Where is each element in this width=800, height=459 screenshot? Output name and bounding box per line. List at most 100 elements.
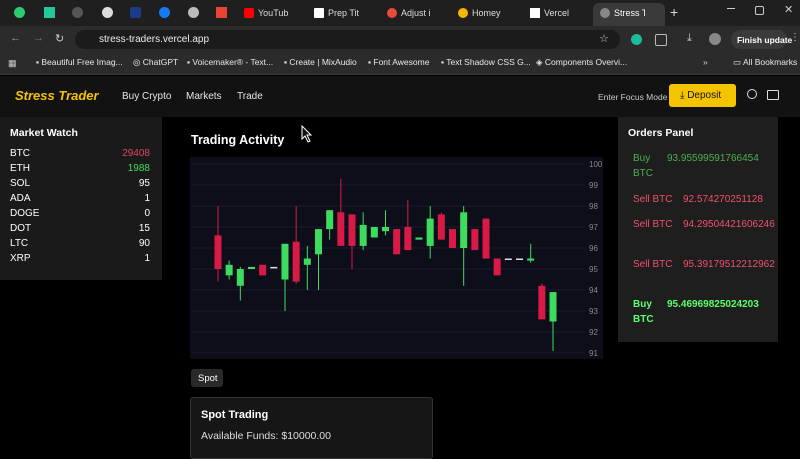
tab-icon — [14, 7, 25, 18]
tab-title: Homey — [472, 8, 501, 18]
bookmark[interactable]: ▪ Create | MixAudio — [284, 57, 357, 67]
wallet-icon[interactable] — [767, 90, 779, 100]
y-tick-label: 96 — [589, 244, 598, 253]
active-tab[interactable] — [593, 3, 665, 26]
profile[interactable] — [709, 33, 721, 45]
extension[interactable] — [631, 34, 642, 45]
price: 1988 — [127, 163, 150, 174]
candle-body — [292, 241, 300, 282]
candle-body — [404, 227, 412, 251]
address-bar[interactable] — [75, 30, 620, 49]
candle-body — [415, 237, 423, 240]
tab[interactable]: YouTub — [244, 4, 299, 22]
order-label: Buy BTC — [633, 299, 654, 325]
y-tick-label: 98 — [589, 202, 598, 211]
candle-body — [437, 214, 445, 240]
tab-title: Prep Tit — [328, 8, 360, 18]
app-nav — [0, 76, 800, 117]
tab-icon — [72, 7, 83, 18]
extensions[interactable] — [655, 34, 667, 46]
tab-icon — [102, 7, 113, 18]
tab-icon — [188, 7, 199, 18]
bookmark[interactable]: ▪ Beautiful Free Imag... — [36, 57, 123, 67]
deposit-label: ⤓ Deposit — [680, 90, 722, 101]
candle-body — [214, 235, 222, 269]
finish-update-text: Finish update — [737, 35, 793, 45]
menu[interactable]: ⋮ — [790, 32, 800, 43]
candle-body — [247, 266, 255, 269]
tab[interactable]: Adjust i — [387, 4, 432, 22]
cursor — [301, 125, 313, 143]
symbol: XRP — [10, 253, 31, 264]
minimize[interactable] — [727, 8, 735, 9]
nav-link[interactable]: Markets — [186, 91, 222, 102]
y-tick-label: 95 — [589, 265, 598, 274]
bookmark-text: Beautiful Free Imag... — [41, 57, 123, 67]
maximize[interactable] — [755, 6, 764, 15]
bookmark-text: Components Overvi... — [544, 57, 628, 67]
price: 1 — [144, 193, 150, 204]
panel-title: Market Watch — [10, 127, 78, 139]
all-bookmarks[interactable]: ▭ All Bookmarks — [733, 57, 798, 67]
tab-title: YouTub — [258, 8, 289, 18]
bookmark[interactable]: ◈ Components Overvi... — [536, 57, 628, 67]
deposit-button[interactable] — [669, 84, 736, 107]
candle-body — [504, 258, 512, 260]
tab-icon — [216, 7, 227, 18]
candle-body — [326, 210, 334, 230]
symbol: SOL — [10, 178, 31, 189]
more[interactable]: » — [703, 57, 708, 67]
spot-tab[interactable] — [191, 369, 223, 387]
chart: 91 92 93 94 95 96 97 98 99 100 — [190, 157, 603, 359]
order-label: Sell BTC — [633, 259, 673, 270]
y-tick-label: 91 — [589, 349, 598, 358]
order-amount: 93.95599591766454 — [667, 153, 759, 164]
tab[interactable]: Prep Tit — [314, 4, 364, 22]
bookmark[interactable]: ▪ Font Awesome — [368, 57, 430, 67]
finish-update[interactable] — [731, 30, 787, 49]
nav-link[interactable]: Trade — [237, 91, 263, 102]
panel-title: Orders Panel — [628, 127, 694, 139]
reload[interactable]: ↻ — [55, 33, 65, 45]
close[interactable]: ✕ — [784, 4, 794, 16]
chart-title: Trading Activity — [191, 133, 285, 147]
orders-panel — [618, 117, 778, 342]
focus-mode[interactable]: Enter Focus Mode — [598, 92, 668, 102]
back[interactable]: ← — [10, 32, 21, 44]
symbol: ETH — [10, 163, 30, 174]
tab-icon — [159, 7, 170, 18]
apps[interactable]: ▦ — [8, 58, 17, 68]
y-tick-label: 93 — [589, 307, 598, 316]
candle-body — [449, 229, 457, 248]
y-tick-label: 94 — [589, 286, 598, 295]
bookmark[interactable]: ▪ Text Shadow CSS G... — [441, 57, 531, 67]
price: 29408 — [122, 148, 150, 159]
tab[interactable]: Stress T — [600, 4, 645, 22]
candle-body — [348, 214, 356, 246]
download[interactable]: ⤓ — [687, 32, 692, 44]
candle-body — [426, 218, 434, 246]
brand[interactable]: Stress Trader — [15, 88, 99, 103]
bookmark-text: Voicemaker® - Text... — [192, 57, 274, 67]
star[interactable]: ☆ — [599, 33, 609, 45]
tab[interactable]: Homey — [458, 4, 513, 22]
candle-body — [370, 227, 378, 238]
y-tick-label: 92 — [589, 328, 598, 337]
forward[interactable]: → — [33, 32, 44, 44]
candle-body — [236, 269, 244, 286]
tab[interactable]: Vercel — [530, 4, 585, 22]
spot-tab-text: Spot — [198, 373, 218, 384]
candle-body — [314, 229, 322, 255]
new-tab[interactable]: + — [670, 4, 679, 20]
price: 95 — [138, 178, 150, 189]
price: 1 — [144, 253, 150, 264]
user-icon[interactable] — [747, 89, 757, 99]
order-amount: 94.29504421606246 — [683, 219, 775, 230]
candle-body — [281, 243, 289, 280]
bookmark-text: All Bookmarks — [742, 57, 798, 67]
bookmark[interactable]: ◎ ChatGPT — [133, 57, 179, 67]
bookmark[interactable]: ▪ Voicemaker® - Text... — [187, 57, 274, 67]
symbol: DOT — [10, 223, 32, 234]
y-tick-label: 100 — [589, 160, 603, 169]
nav-link[interactable]: Buy Crypto — [122, 91, 172, 102]
